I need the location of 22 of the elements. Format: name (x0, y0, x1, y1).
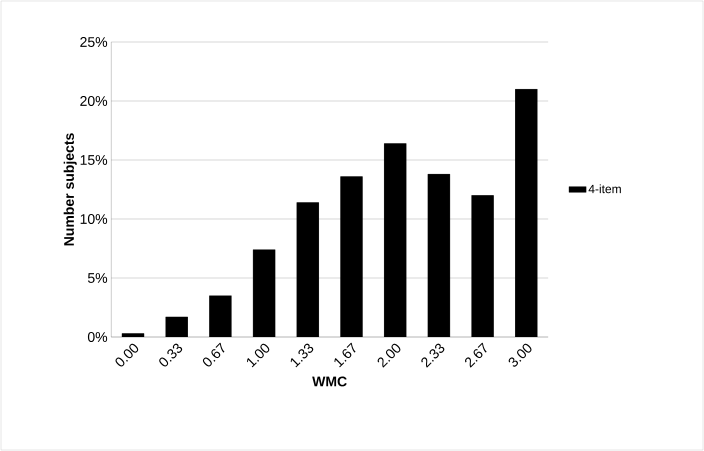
bar (122, 333, 144, 337)
y-tick-label: 5% (88, 273, 108, 283)
y-tick-label: 15% (80, 155, 108, 165)
y-tick-label: 20% (80, 96, 108, 106)
bar (384, 143, 406, 337)
y-tick-label: 25% (80, 37, 108, 47)
y-tick-label: 0% (88, 332, 108, 342)
x-tick-label: 0.33 (159, 344, 182, 366)
bar (209, 296, 232, 337)
y-tick-label: 10% (80, 214, 108, 224)
bar (340, 176, 363, 337)
bar (471, 195, 494, 337)
bar (296, 202, 319, 337)
bar (252, 249, 276, 337)
bar (428, 174, 450, 337)
legend-label: 4-item (588, 184, 621, 194)
x-tick-label: 3.00 (508, 344, 532, 367)
x-axis-title: WMC (312, 376, 347, 386)
x-tick-label: 0.00 (116, 344, 138, 366)
y-axis-title: Number subjects (64, 133, 77, 246)
bar (166, 316, 188, 337)
bar (515, 89, 538, 337)
